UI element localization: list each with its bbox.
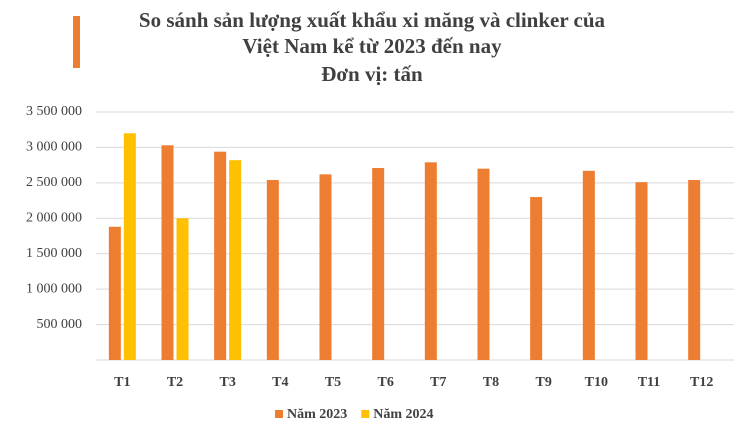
bar <box>266 180 279 360</box>
bar <box>530 197 543 360</box>
x-tick-label: T1 <box>114 375 130 390</box>
bar <box>319 174 332 360</box>
bar <box>477 168 490 360</box>
legend-swatch <box>361 410 370 418</box>
y-tick-label: 1 500 000 <box>26 246 82 261</box>
x-tick-label: T9 <box>535 375 551 390</box>
bar <box>688 180 701 360</box>
y-tick-label: 500 000 <box>37 317 83 332</box>
x-tick-label: T4 <box>272 375 288 390</box>
legend-label: Năm 2023 <box>287 407 347 422</box>
x-tick-label: T2 <box>167 375 183 390</box>
bar <box>424 162 437 360</box>
x-tick-label: T12 <box>690 375 713 390</box>
bar <box>108 226 121 360</box>
title-accent <box>73 16 80 68</box>
x-tick-label: T10 <box>585 375 608 390</box>
x-tick-label: T11 <box>638 375 661 390</box>
y-tick-label: 1 000 000 <box>26 281 82 296</box>
bar <box>635 182 648 360</box>
bar <box>229 160 242 360</box>
y-tick-label: 2 000 000 <box>26 211 82 226</box>
y-tick-label: 3 500 000 <box>26 104 82 119</box>
bar <box>123 133 136 360</box>
x-tick-label: T6 <box>377 375 393 390</box>
x-tick-label: T7 <box>430 375 446 390</box>
chart-subtitle: Đơn vị: tấn <box>321 62 423 86</box>
y-tick-label: 3 000 000 <box>26 140 82 155</box>
x-tick-label: T5 <box>325 375 341 390</box>
x-tick-label: T8 <box>483 375 499 390</box>
chart-title: Việt Nam kể từ 2023 đến nay <box>242 34 502 58</box>
y-tick-label: 2 500 000 <box>26 175 82 190</box>
bar <box>582 170 595 360</box>
bar <box>176 218 189 360</box>
bar <box>214 151 227 360</box>
bar <box>161 145 174 360</box>
x-tick-label: T3 <box>219 375 235 390</box>
legend-swatch <box>275 410 283 418</box>
chart-title: So sánh sản lượng xuất khẩu xi măng và c… <box>139 8 606 32</box>
legend-label: Năm 2024 <box>373 407 433 422</box>
bar <box>372 167 385 360</box>
